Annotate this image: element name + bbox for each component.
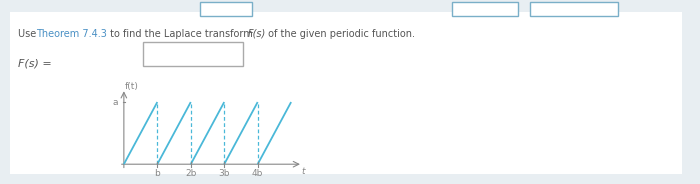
Bar (200, 2, 252, 16)
Text: Theorem 7.4.3: Theorem 7.4.3 (36, 29, 107, 39)
Bar (530, 2, 618, 16)
Bar (10, 12, 682, 174)
Text: of the given periodic function.: of the given periodic function. (265, 29, 415, 39)
Text: 2b: 2b (185, 169, 197, 178)
Text: F(s): F(s) (248, 29, 266, 39)
Text: b: b (155, 169, 160, 178)
Bar (143, 42, 243, 66)
Text: 3b: 3b (218, 169, 230, 178)
Text: f(t): f(t) (125, 82, 139, 91)
Text: F(s) =: F(s) = (18, 59, 52, 69)
Text: 4b: 4b (252, 169, 263, 178)
Text: Use: Use (18, 29, 39, 39)
Text: t: t (302, 167, 305, 176)
Text: to find the Laplace transform: to find the Laplace transform (107, 29, 256, 39)
Text: a: a (112, 98, 118, 107)
Bar (452, 2, 518, 16)
